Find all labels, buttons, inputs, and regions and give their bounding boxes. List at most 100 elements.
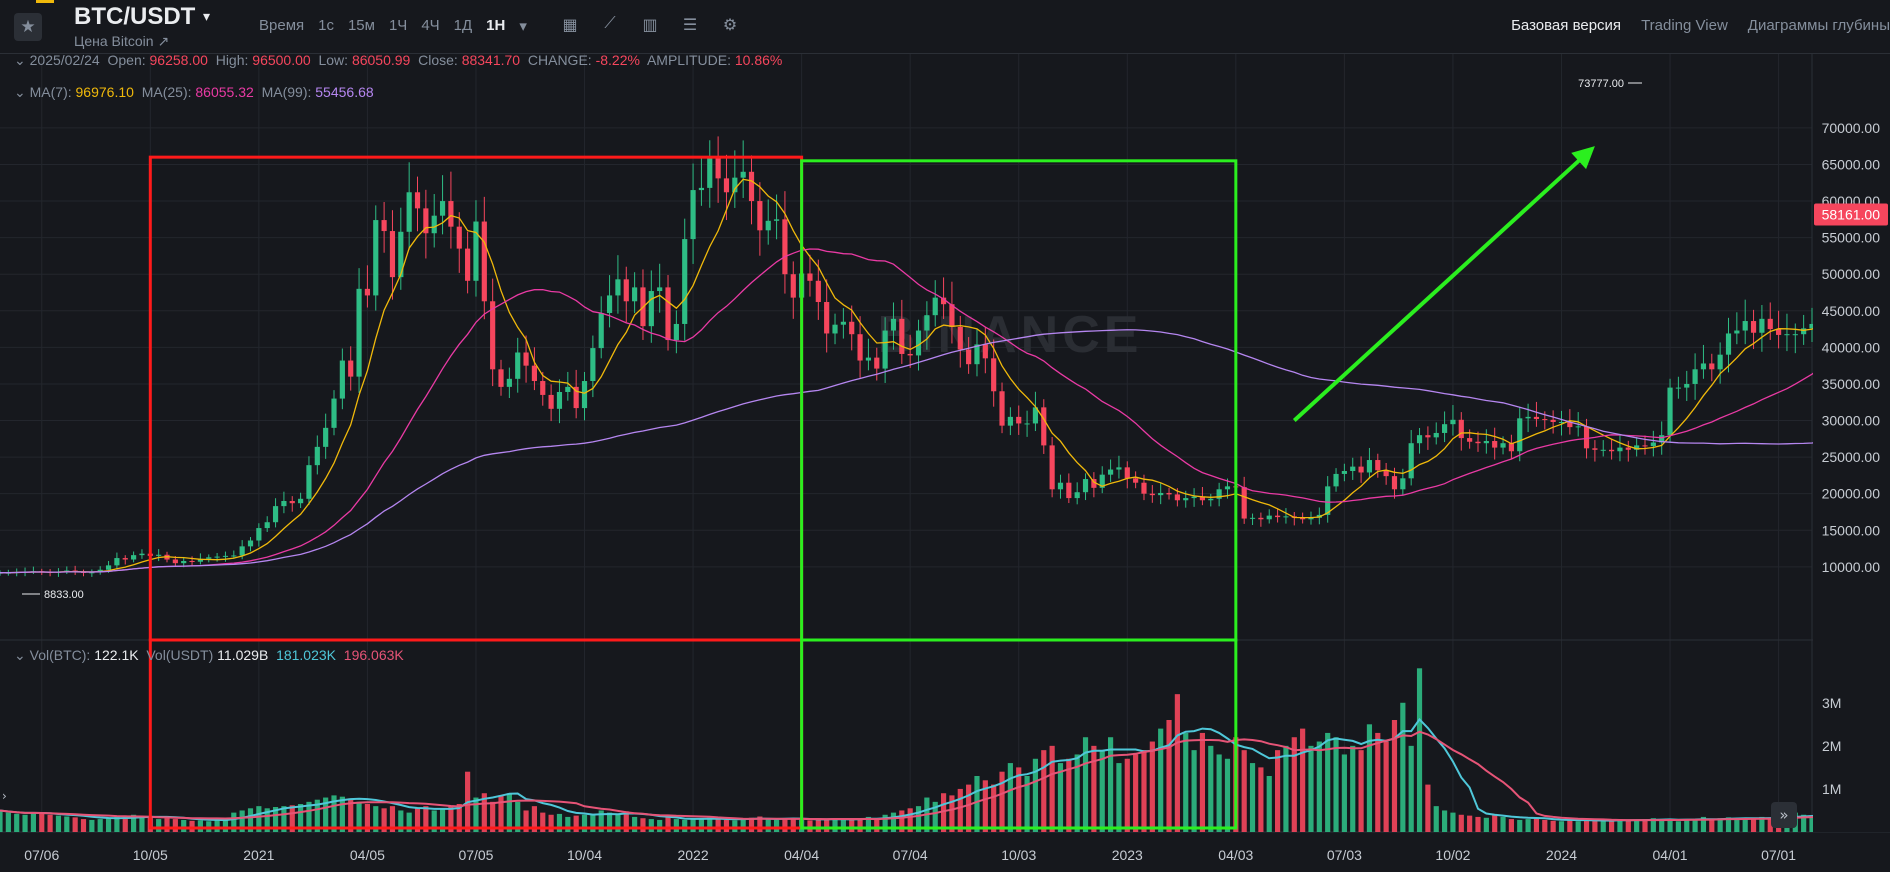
volume-bar xyxy=(364,804,370,832)
chevron-down-icon[interactable]: ▾ xyxy=(203,8,211,24)
candle-body xyxy=(1592,448,1598,450)
candle-body xyxy=(1308,517,1314,520)
gear-icon[interactable]: ⚙ xyxy=(722,17,738,34)
volume-bar xyxy=(14,813,20,832)
candle-body xyxy=(682,239,688,324)
volume-bar xyxy=(272,807,279,832)
volume-bar xyxy=(1442,810,1448,832)
candle-body xyxy=(356,288,362,377)
candle-body xyxy=(256,528,262,541)
chevron-down-icon[interactable]: ⌄ xyxy=(14,52,26,68)
candle-body xyxy=(515,352,521,379)
volume-bar xyxy=(1283,745,1289,832)
pair-subtitle-link[interactable]: Цена Bitcoin ↗ xyxy=(74,33,170,49)
volume-bar xyxy=(1341,754,1347,832)
candle-body xyxy=(1091,479,1097,488)
volume-bar xyxy=(1375,732,1381,832)
candle-body xyxy=(815,280,821,303)
volume-bar xyxy=(222,819,229,832)
scroll-latest-button[interactable] xyxy=(1771,802,1797,828)
candle-body xyxy=(1224,486,1231,490)
volume-bar xyxy=(64,816,70,832)
volume-bar xyxy=(1308,745,1314,832)
y-tick-label: 55000.00 xyxy=(1822,230,1881,246)
pair-title[interactable]: BTC/USDT xyxy=(74,3,196,30)
volume-bar xyxy=(1625,819,1631,832)
candle-body xyxy=(632,287,638,302)
volume-bar xyxy=(957,788,963,832)
volume-bar xyxy=(707,817,713,832)
volume-bar xyxy=(807,820,813,832)
candle-body xyxy=(740,171,746,178)
volume-bar xyxy=(105,818,112,832)
interval-1s[interactable]: 1с xyxy=(318,17,334,34)
volume-bar xyxy=(615,814,621,832)
volume-bar xyxy=(682,819,688,832)
volume-bar xyxy=(899,810,905,832)
volume-bar xyxy=(172,819,178,832)
current-price-label: 58161.00 xyxy=(1822,207,1881,223)
volume-bar xyxy=(1316,741,1322,832)
volume-bar xyxy=(1734,819,1740,832)
candle-body xyxy=(414,192,421,209)
candle-body xyxy=(239,546,245,556)
close-label: Close: xyxy=(418,52,458,68)
x-tick-label: 04/03 xyxy=(1218,847,1253,863)
double-chevron-right-icon[interactable]: » xyxy=(1779,806,1788,824)
vol-usdt-label: Vol(USDT) xyxy=(146,647,214,663)
volume-bar xyxy=(1583,819,1590,832)
volume-bar xyxy=(874,819,880,832)
volume-bar xyxy=(565,816,571,832)
volume-bar xyxy=(1700,816,1707,832)
vol-ma1-line xyxy=(0,717,1890,822)
tab-basic-view[interactable]: Базовая версия xyxy=(1511,17,1622,34)
vol-btc-label: Vol(BTC): xyxy=(29,647,91,663)
candle-body xyxy=(439,201,446,216)
volume-bar xyxy=(665,816,671,832)
volume-bar xyxy=(531,806,538,832)
volume-bar xyxy=(1500,816,1506,832)
candle-body xyxy=(1583,426,1590,449)
interval-1d[interactable]: 1Д xyxy=(453,17,473,34)
layout-icon[interactable]: ☰ xyxy=(682,17,698,34)
candle-body xyxy=(181,560,187,564)
indicators-icon[interactable]: ⟋ xyxy=(604,15,616,32)
candle-body xyxy=(1575,426,1581,428)
candle-body xyxy=(1258,517,1264,520)
volume-bar xyxy=(1483,817,1489,832)
volume-bar xyxy=(339,796,345,832)
candle-body xyxy=(373,220,379,296)
candle-body xyxy=(1809,323,1815,329)
candle-body xyxy=(899,318,905,354)
interval-15m[interactable]: 15м xyxy=(347,17,375,34)
vol-tick-label: 1M xyxy=(1822,781,1841,797)
interval-more-chevron-icon[interactable]: ▾ xyxy=(519,18,527,35)
arrow-line xyxy=(1292,153,1587,423)
candle-body xyxy=(849,321,855,335)
tab-depth-chart[interactable]: Диаграммы глубины xyxy=(1747,17,1890,34)
chevron-down-icon[interactable]: ⌄ xyxy=(14,647,26,663)
tab-trading-view[interactable]: Trading View xyxy=(1641,17,1728,34)
calendar-icon[interactable]: ▦ xyxy=(562,17,578,34)
chevron-down-icon[interactable]: ⌄ xyxy=(14,84,26,100)
ohlc-date: 2025/02/24 xyxy=(29,52,100,68)
volume-bar xyxy=(1458,814,1464,832)
candle-body xyxy=(1700,363,1707,370)
candle-body xyxy=(423,208,429,234)
candle-body xyxy=(648,291,654,327)
volume-bar xyxy=(1592,819,1598,832)
volume-bar xyxy=(1366,724,1373,832)
candle-body xyxy=(1492,441,1498,448)
interval-1w[interactable]: 1Н xyxy=(486,17,506,34)
y-tick-label: 25000.00 xyxy=(1822,449,1881,465)
candle-body xyxy=(1300,517,1306,520)
candle-body xyxy=(1792,334,1798,336)
favorite-star-icon[interactable]: ★ xyxy=(14,13,42,41)
interval-4h[interactable]: 4Ч xyxy=(421,17,440,34)
volume-bar xyxy=(715,819,721,832)
vol-btc-value: 122.1K xyxy=(94,647,139,663)
candle-type-icon[interactable]: ▥ xyxy=(642,17,658,34)
interval-1h[interactable]: 1Ч xyxy=(388,17,408,34)
candle-body xyxy=(189,560,195,562)
